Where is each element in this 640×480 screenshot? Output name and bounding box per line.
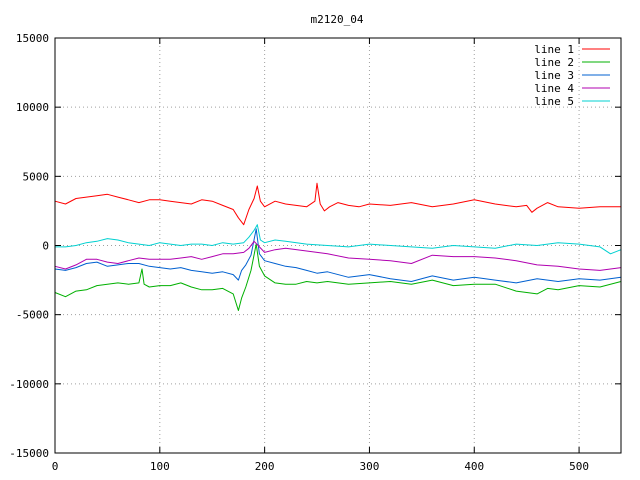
x-tick-label: 200 bbox=[255, 460, 275, 473]
series-line-1 bbox=[54, 182, 621, 226]
y-tick-label: 5000 bbox=[23, 170, 50, 183]
x-tick-label: 100 bbox=[150, 460, 170, 473]
legend-label-3: line 3 bbox=[534, 69, 574, 82]
series-group bbox=[54, 182, 622, 311]
x-tick-label: 300 bbox=[360, 460, 380, 473]
y-tick-label: 10000 bbox=[16, 101, 49, 114]
x-tick-label: 0 bbox=[52, 460, 59, 473]
chart-title: m2120_04 bbox=[311, 13, 364, 26]
y-tick-label: -10000 bbox=[9, 378, 49, 391]
legend-label-2: line 2 bbox=[534, 56, 574, 69]
y-tick-label: -15000 bbox=[9, 447, 49, 460]
legend-label-4: line 4 bbox=[534, 82, 574, 95]
y-tick-label: -5000 bbox=[16, 309, 49, 322]
series-line-2 bbox=[54, 243, 622, 311]
x-axis: 0 100 200 300 400 500 bbox=[52, 38, 589, 473]
y-axis: -15000 -10000 -5000 0 5000 10000 15000 bbox=[9, 32, 621, 460]
y-tick-label: 0 bbox=[42, 240, 49, 253]
y-tick-label: 15000 bbox=[16, 32, 49, 45]
series-line-3 bbox=[54, 228, 622, 284]
x-tick-label: 400 bbox=[464, 460, 484, 473]
legend-label-1: line 1 bbox=[534, 43, 574, 56]
series-line-5 bbox=[55, 224, 622, 255]
legend-label-5: line 5 bbox=[534, 95, 574, 108]
series-line-4 bbox=[54, 240, 622, 271]
x-tick-label: 500 bbox=[569, 460, 589, 473]
